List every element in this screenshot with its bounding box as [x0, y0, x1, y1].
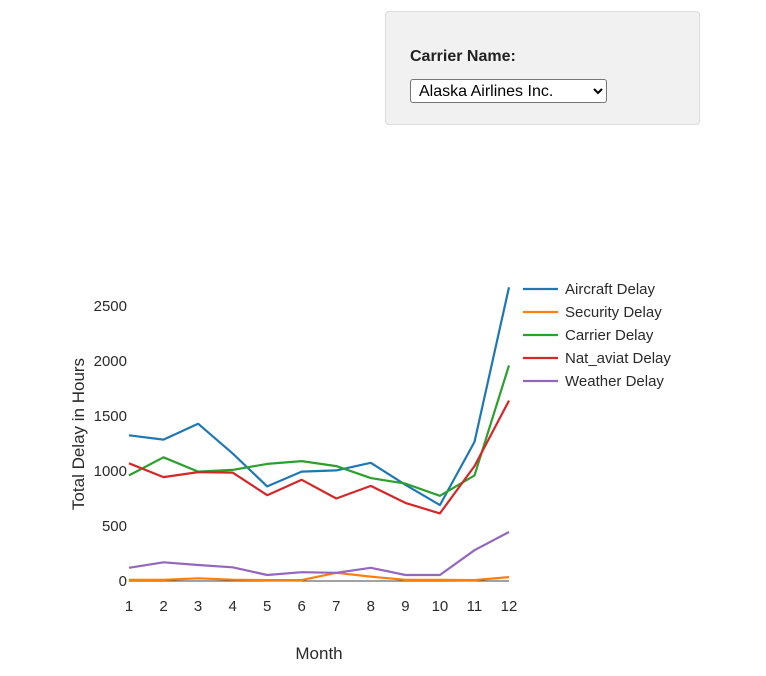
- carrier-select[interactable]: Alaska Airlines Inc.: [410, 79, 607, 103]
- series-line-aircraft-delay: [128, 287, 511, 507]
- legend-label: Nat_aviat Delay: [565, 350, 671, 367]
- x-axis-title: Month: [295, 644, 342, 663]
- x-tick-label: 4: [228, 598, 236, 615]
- y-tick-label: 2000: [94, 353, 127, 370]
- series-line-carrier-delay: [128, 365, 511, 497]
- y-tick-label: 1000: [94, 463, 127, 480]
- legend-label: Weather Delay: [565, 373, 664, 390]
- legend-label: Aircraft Delay: [565, 281, 656, 298]
- legend-label: Security Delay: [565, 304, 662, 321]
- y-axis-title: Total Delay in Hours: [69, 358, 88, 510]
- x-tick-label: 12: [501, 598, 518, 615]
- x-tick-label: 3: [194, 598, 202, 615]
- x-tick-label: 6: [298, 598, 306, 615]
- carrier-name-label: Carrier Name:: [410, 48, 516, 65]
- x-tick-label: 9: [401, 598, 409, 615]
- x-tick-label: 10: [432, 598, 449, 615]
- x-tick-label: 8: [367, 598, 375, 615]
- y-tick-label: 2500: [94, 298, 127, 315]
- series-line-nat-aviat-delay: [128, 400, 510, 515]
- x-tick-label: 7: [332, 598, 340, 615]
- y-tick-label: 0: [119, 573, 127, 590]
- x-tick-label: 2: [159, 598, 167, 615]
- x-tick-label: 1: [125, 598, 133, 615]
- x-tick-label: 11: [467, 598, 483, 615]
- y-tick-label: 500: [102, 518, 127, 535]
- series-line-security-delay: [129, 571, 510, 582]
- filter-panel: Carrier Name: Alaska Airlines Inc.: [385, 11, 700, 125]
- legend-label: Carrier Delay: [565, 327, 654, 344]
- series-line-weather-delay: [128, 531, 510, 577]
- x-tick-label: 5: [263, 598, 271, 615]
- y-tick-label: 1500: [94, 408, 127, 425]
